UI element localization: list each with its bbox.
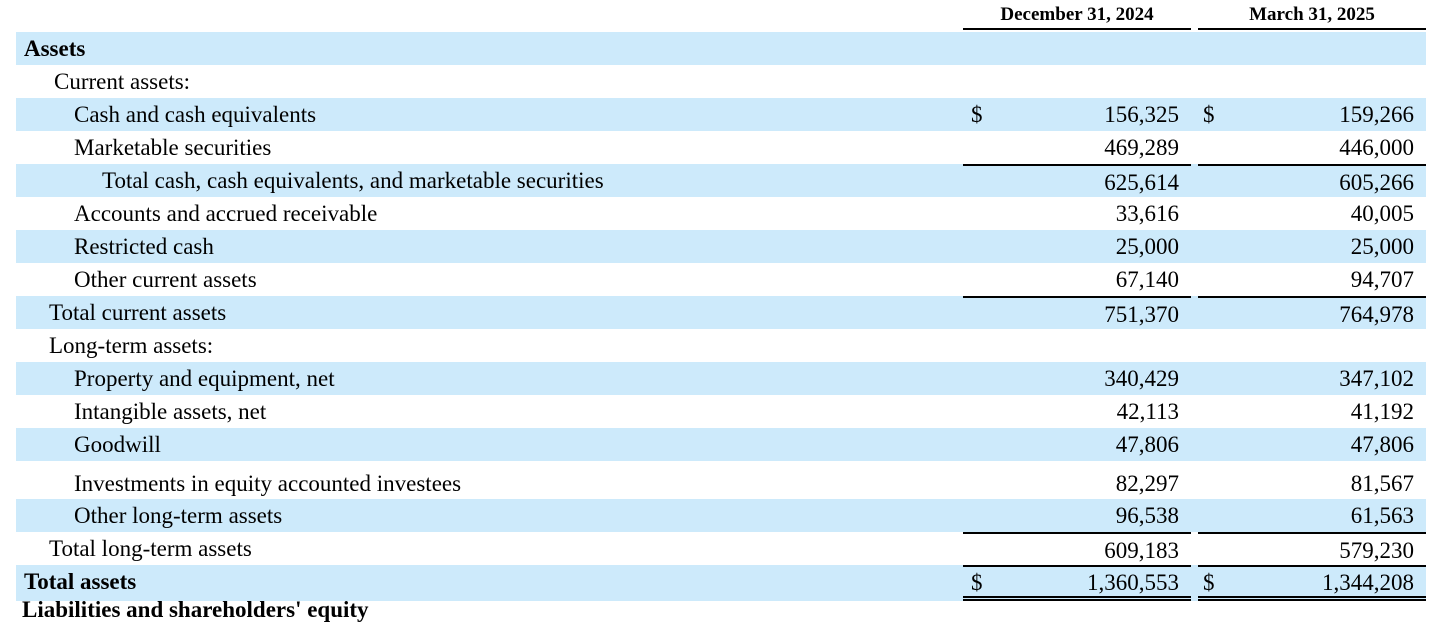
- cell-value: 40,005: [1350, 201, 1414, 226]
- value-cell-mar-2025: 61,563: [1198, 499, 1426, 532]
- table-row-accounts-receivable: Accounts and accrued receivable 33,616 4…: [16, 197, 1426, 230]
- table-row-other-long-term-assets: Other long-term assets 96,538 61,563: [16, 499, 1426, 532]
- cell-value: 61,563: [1350, 503, 1414, 528]
- row-label: Goodwill: [74, 432, 161, 457]
- cell-value: 94,707: [1350, 267, 1414, 292]
- cell-value: 605,266: [1339, 170, 1414, 195]
- currency-symbol: $: [971, 570, 983, 595]
- cell-value: 609,183: [1104, 538, 1179, 563]
- value-cell-mar-2025: 446,000: [1198, 131, 1426, 164]
- row-label: Investments in equity accounted investee…: [74, 471, 462, 496]
- table-row-total-cash-and-securities: Total cash, cash equivalents, and market…: [16, 164, 1426, 197]
- row-label: Accounts and accrued receivable: [74, 201, 378, 226]
- value-cell-dec-2024: 625,614: [963, 164, 1191, 197]
- value-cell-dec-2024: $ 156,325: [963, 98, 1191, 131]
- subsection-long-term-assets: Long-term assets:: [16, 329, 1426, 362]
- table-row-total-current-assets: Total current assets 751,370 764,978: [16, 296, 1426, 329]
- value-cell-mar-2025: $ 159,266: [1198, 98, 1426, 131]
- value-cell-dec-2024: 33,616: [963, 197, 1191, 230]
- value-cell-mar-2025: 764,978: [1198, 296, 1426, 329]
- cell-value: 25,000: [1350, 234, 1414, 259]
- table-row-marketable-securities: Marketable securities 469,289 446,000: [16, 131, 1426, 164]
- cell-value: 579,230: [1339, 538, 1414, 563]
- table-row-property-equipment: Property and equipment, net 340,429 347,…: [16, 362, 1426, 395]
- cell-value: 159,266: [1339, 102, 1414, 127]
- table-row-intangible-assets: Intangible assets, net 42,113 41,192: [16, 395, 1426, 428]
- table-row-restricted-cash: Restricted cash 25,000 25,000: [16, 230, 1426, 263]
- row-label: Property and equipment, net: [74, 366, 335, 391]
- table-row-total-assets: Total assets $ 1,360,553 $ 1,344,208: [16, 565, 1426, 601]
- value-cell-mar-2025: 81,567: [1198, 461, 1426, 499]
- value-cell-dec-2024: 47,806: [963, 428, 1191, 461]
- value-cell-dec-2024: 67,140: [963, 263, 1191, 296]
- value-cell-mar-2025: 579,230: [1198, 532, 1426, 565]
- cell-value: 81,567: [1350, 471, 1414, 496]
- currency-symbol: $: [971, 102, 983, 127]
- value-cell-dec-2024: $ 1,360,553: [963, 565, 1191, 601]
- value-cell-mar-2025: 347,102: [1198, 362, 1426, 395]
- cell-value: 1,360,553: [1087, 570, 1179, 595]
- cell-value: 446,000: [1339, 135, 1414, 160]
- value-cell-mar-2025: 94,707: [1198, 263, 1426, 296]
- cell-value: 47,806: [1115, 432, 1179, 457]
- value-cell-dec-2024: 751,370: [963, 296, 1191, 329]
- table-row-equity-investments: Investments in equity accounted investee…: [16, 461, 1426, 499]
- row-label: Intangible assets, net: [74, 399, 267, 424]
- table-row-goodwill: Goodwill 47,806 47,806: [16, 428, 1426, 461]
- value-cell-mar-2025: 47,806: [1198, 428, 1426, 461]
- row-label: Marketable securities: [74, 135, 272, 160]
- row-label: Total assets: [24, 569, 137, 594]
- cell-value: 1,344,208: [1322, 570, 1414, 595]
- value-cell-mar-2025: $ 1,344,208: [1198, 565, 1426, 601]
- value-cell-dec-2024: 96,538: [963, 499, 1191, 532]
- value-cell-dec-2024: 340,429: [963, 362, 1191, 395]
- value-cell-dec-2024: 469,289: [963, 131, 1191, 164]
- currency-symbol: $: [1203, 102, 1215, 127]
- cell-value: 347,102: [1339, 366, 1414, 391]
- row-label: Other long-term assets: [74, 503, 283, 528]
- value-cell-mar-2025: 40,005: [1198, 197, 1426, 230]
- row-label: Cash and cash equivalents: [74, 102, 317, 127]
- cell-value: 42,113: [1116, 399, 1179, 424]
- row-label: Assets: [24, 36, 86, 61]
- value-cell-mar-2025: 25,000: [1198, 230, 1426, 263]
- cell-value: 751,370: [1104, 302, 1179, 327]
- column-header-march-31-2025: March 31, 2025: [1198, 4, 1426, 30]
- table-row-total-long-term-assets: Total long-term assets 609,183 579,230: [16, 532, 1426, 565]
- value-cell-mar-2025: 605,266: [1198, 164, 1426, 197]
- row-label: Total cash, cash equivalents, and market…: [102, 168, 604, 193]
- cell-value: 33,616: [1115, 201, 1179, 226]
- cell-value: 41,192: [1350, 399, 1414, 424]
- value-cell-dec-2024: 82,297: [963, 461, 1191, 499]
- cell-value: 764,978: [1339, 302, 1414, 327]
- cell-value: 156,325: [1104, 102, 1179, 127]
- row-label: Restricted cash: [74, 234, 214, 259]
- value-cell-dec-2024: 42,113: [963, 395, 1191, 428]
- value-cell-dec-2024: 609,183: [963, 532, 1191, 565]
- table-row-other-current-assets: Other current assets 67,140 94,707: [16, 263, 1426, 296]
- cell-value: 340,429: [1104, 366, 1179, 391]
- cell-value: 67,140: [1115, 267, 1179, 292]
- row-label: Other current assets: [74, 267, 257, 292]
- cell-value: 469,289: [1104, 135, 1179, 160]
- row-label: Current assets:: [54, 69, 191, 94]
- subsection-current-assets: Current assets:: [16, 65, 1426, 98]
- value-cell-mar-2025: 41,192: [1198, 395, 1426, 428]
- cell-value: 625,614: [1104, 170, 1179, 195]
- cell-value: 82,297: [1115, 471, 1179, 496]
- cell-value: 47,806: [1350, 432, 1414, 457]
- currency-symbol: $: [1203, 570, 1215, 595]
- cell-value: 25,000: [1115, 234, 1179, 259]
- table-row-cash: Cash and cash equivalents $ 156,325 $ 15…: [16, 98, 1426, 131]
- value-cell-dec-2024: 25,000: [963, 230, 1191, 263]
- section-header-assets: Assets: [16, 32, 1426, 65]
- section-header-liabilities-partial: Liabilities and shareholders' equity: [22, 597, 369, 622]
- row-label: Total current assets: [49, 300, 227, 325]
- cell-value: 96,538: [1115, 503, 1179, 528]
- row-label: Long-term assets:: [49, 333, 214, 358]
- balance-sheet: December 31, 2024 March 31, 2025 Assets …: [16, 4, 1426, 621]
- column-header-december-31-2024: December 31, 2024: [963, 4, 1191, 30]
- row-label: Total long-term assets: [49, 536, 252, 561]
